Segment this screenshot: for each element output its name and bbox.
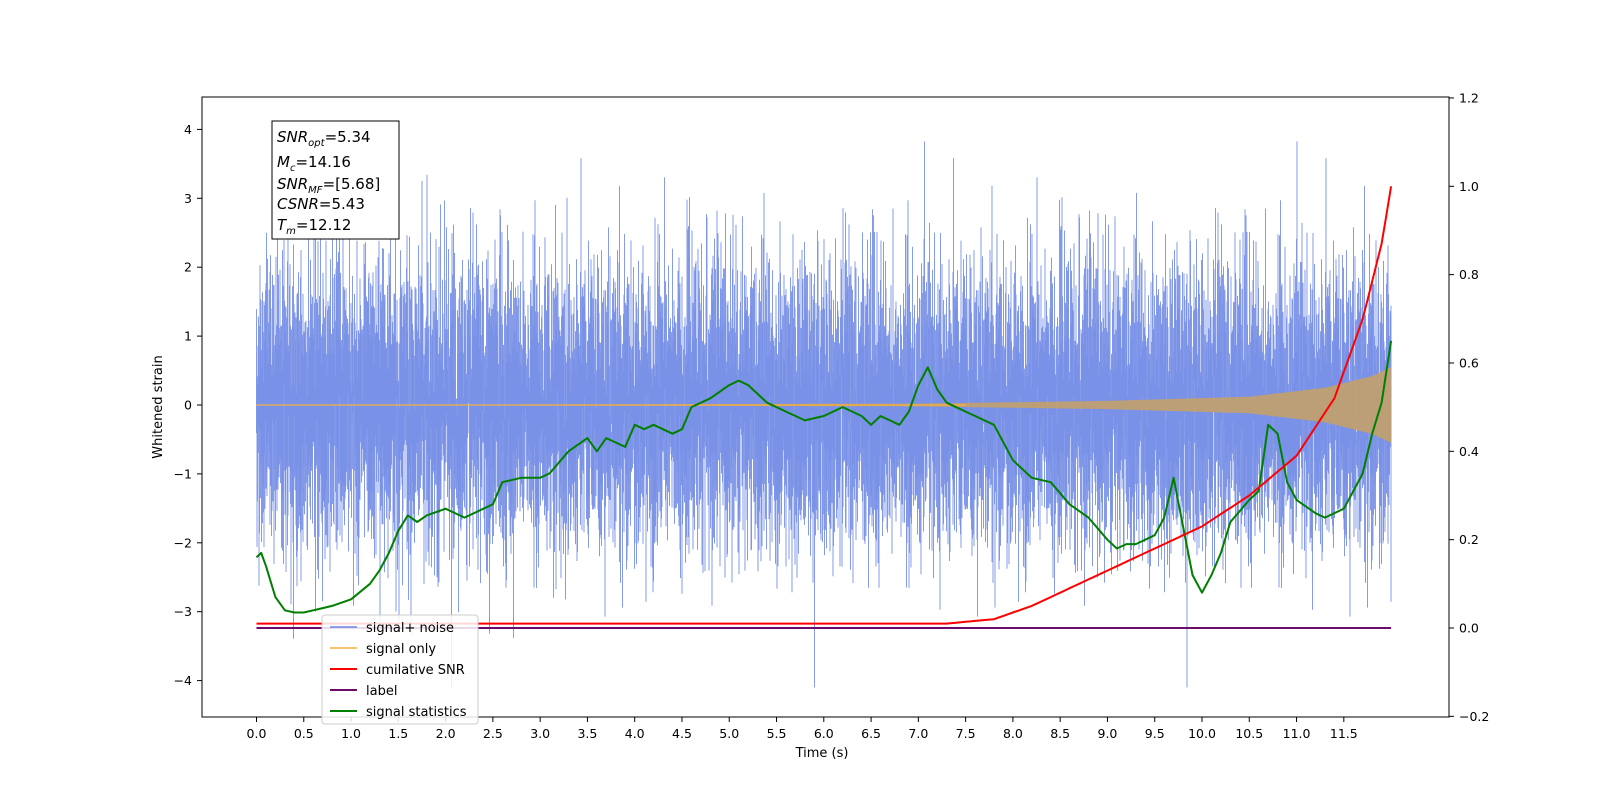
y-axis-label: Whitened strain (151, 355, 166, 458)
x-axis-label: Time (s) (795, 746, 849, 761)
stat-snr-opt: SNRopt=5.34 (277, 128, 371, 149)
x-tick-label: 8.0 (1003, 726, 1023, 741)
x-tick-label: 6.0 (814, 726, 834, 741)
y-tick-label: 0 (184, 398, 192, 413)
x-tick-label: 5.0 (719, 726, 739, 741)
stat-csnr-value: 5.43 (332, 195, 365, 213)
x-tick-label: 6.5 (861, 726, 881, 741)
y-tick-label: 2 (184, 260, 192, 275)
stat-mc: Mc=14.16 (277, 153, 351, 174)
x-tick-label: 2.5 (483, 726, 503, 741)
stat-mc-value: 14.16 (308, 153, 351, 171)
x-tick-label: 4.5 (672, 726, 692, 741)
y2-tick-label: 0.4 (1459, 444, 1479, 459)
y-tick-label: −4 (174, 673, 192, 688)
stats-box-frame (271, 120, 400, 240)
y2-tick-label: 1.0 (1459, 179, 1479, 194)
stat-csnr: CSNR=5.43 (277, 195, 365, 213)
y2-axis-ticks: 1.2 1.0 0.8 0.6 0.4 0.2 0.0 −0.2 (1449, 90, 1489, 724)
x-tick-label: 9.0 (1098, 726, 1118, 741)
legend-frame (321, 614, 479, 725)
stats-annotation-box: SNRopt=5.34 Mc=14.16 SNRMF=[5.68] CSNR=5… (271, 120, 400, 240)
legend-label: signal statistics (366, 705, 467, 720)
x-tick-label: 4.0 (625, 726, 645, 741)
y2-tick-label: 0.2 (1459, 532, 1479, 547)
y-tick-label: −2 (174, 535, 192, 550)
x-tick-label: 7.0 (908, 726, 928, 741)
x-tick-label: 0.0 (247, 726, 267, 741)
legend: signal+ noise signal only cumilative SNR la… (321, 614, 479, 725)
y-tick-label: −1 (174, 466, 192, 481)
x-tick-label: 9.5 (1145, 726, 1165, 741)
x-tick-label: 8.5 (1050, 726, 1070, 741)
x-tick-label: 2.0 (436, 726, 456, 741)
x-tick-label: 3.0 (530, 726, 550, 741)
y2-tick-label: 0.8 (1459, 267, 1479, 282)
y2-tick-label: 0.6 (1459, 355, 1479, 370)
legend-label: signal+ noise (366, 621, 454, 636)
y2-tick-label: 1.2 (1459, 90, 1479, 105)
x-axis-ticks: 0.0 0.5 1.0 1.5 2.0 2.5 3.0 3.5 4.0 4.5 5.0 5.5 6.0 6… (247, 717, 1358, 741)
legend-label: label (366, 684, 397, 699)
stat-snr-mf: SNRMF=[5.68] (277, 175, 380, 196)
y2-tick-label: 0.0 (1459, 621, 1479, 636)
x-tick-label: 10.0 (1188, 726, 1216, 741)
stat-tm: Tm=12.12 (277, 216, 351, 237)
legend-label: cumilative SNR (366, 663, 465, 678)
y-tick-label: −3 (174, 604, 192, 619)
signal-statistics-line (255, 340, 1393, 614)
y2-tick-label: −0.2 (1459, 709, 1489, 724)
x-tick-label: 0.5 (294, 726, 314, 741)
stat-tm-value: 12.12 (309, 216, 352, 234)
x-tick-label: 3.5 (577, 726, 597, 741)
y-tick-label: 3 (184, 191, 192, 206)
x-tick-label: 7.5 (956, 726, 976, 741)
x-tick-label: 1.5 (388, 726, 408, 741)
stat-snr-mf-value: [5.68] (335, 175, 380, 193)
y-axis-ticks: 4 3 2 1 0 −1 −2 −3 −4 (174, 122, 202, 688)
x-tick-label: 11.0 (1283, 726, 1311, 741)
x-tick-label: 11.5 (1330, 726, 1358, 741)
x-tick-label: 1.0 (341, 726, 361, 741)
stat-snr-opt-value: 5.34 (337, 128, 370, 146)
plot-frame (201, 96, 1450, 718)
legend-label: signal only (366, 642, 436, 657)
x-tick-label: 10.5 (1235, 726, 1263, 741)
y-tick-label: 1 (184, 329, 192, 344)
x-tick-label: 5.5 (767, 726, 787, 741)
signal-only-series (256, 367, 1392, 443)
signal-noise-trace (256, 141, 1392, 688)
y-tick-label: 4 (184, 122, 192, 137)
signal-noise-series (256, 141, 1392, 688)
